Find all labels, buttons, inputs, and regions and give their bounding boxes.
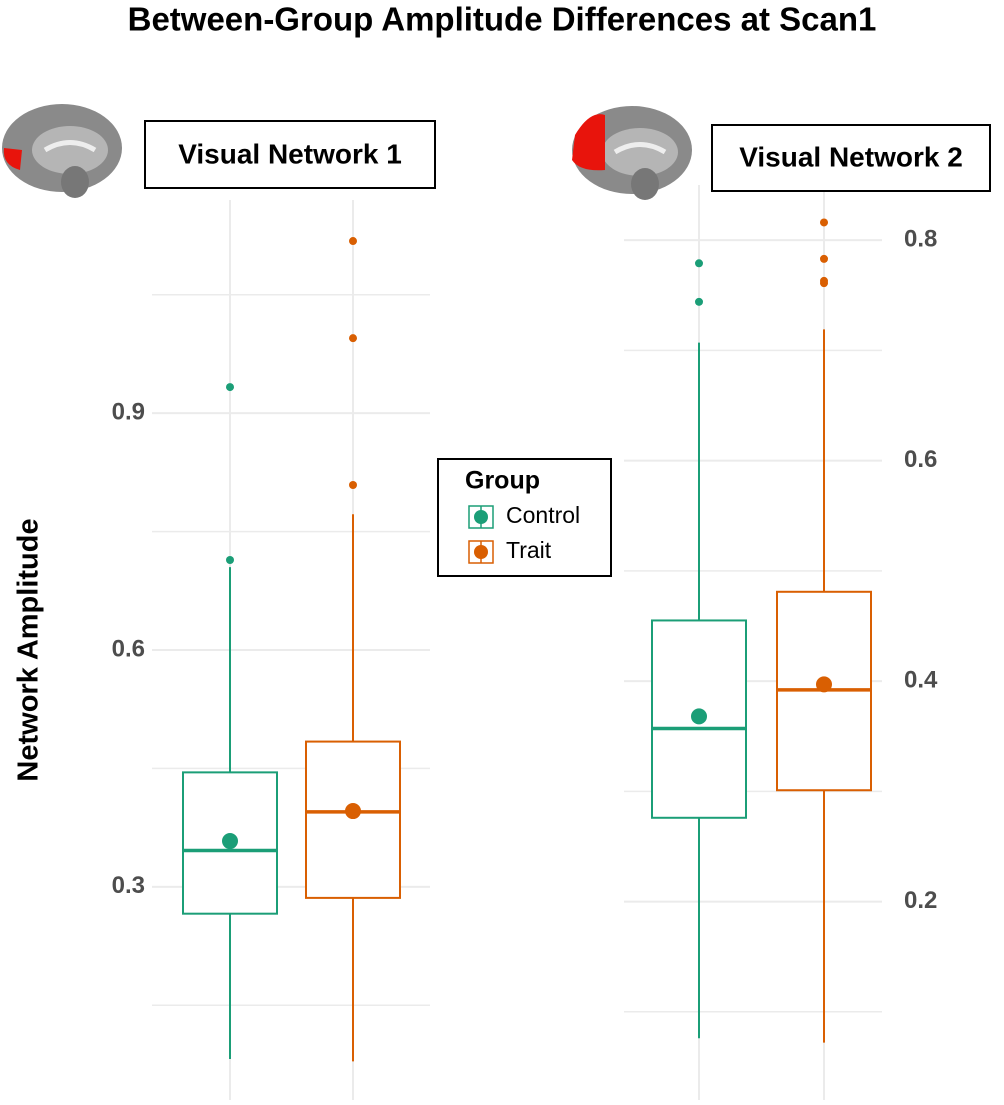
outlier bbox=[349, 237, 357, 246]
legend-title: Group bbox=[465, 467, 540, 495]
y-tick-label: 0.6 bbox=[904, 446, 937, 473]
panel-title: Visual Network 2 bbox=[739, 141, 963, 172]
panel-title: Visual Network 1 bbox=[178, 138, 402, 169]
mean-point bbox=[816, 676, 832, 693]
y-tick-label: 0.4 bbox=[904, 666, 938, 693]
mean-point bbox=[222, 833, 238, 850]
y-tick-label: 0.3 bbox=[112, 872, 145, 899]
panel-title-box bbox=[711, 124, 991, 192]
legend-label: Trait bbox=[506, 537, 552, 563]
box bbox=[305, 740, 401, 899]
legend-key-dot bbox=[474, 510, 488, 524]
legend-key-dot bbox=[474, 545, 488, 559]
outlier bbox=[820, 254, 828, 263]
outlier bbox=[820, 276, 828, 285]
outlier bbox=[349, 481, 357, 489]
grids bbox=[152, 185, 882, 1100]
y-tick-label: 0.6 bbox=[112, 635, 145, 662]
outlier bbox=[349, 334, 357, 343]
outlier bbox=[226, 556, 234, 564]
legend: Control Trait bbox=[468, 502, 580, 564]
y-tick-label: 0.9 bbox=[112, 399, 145, 426]
panel-title-box bbox=[144, 120, 436, 189]
brain-icon bbox=[2, 104, 122, 198]
legend-label: Control bbox=[506, 502, 580, 528]
legend-box bbox=[437, 458, 612, 577]
outlier bbox=[695, 259, 703, 268]
outlier bbox=[820, 218, 828, 227]
brain-icon bbox=[572, 106, 692, 200]
y-axis-label: Network Amplitude bbox=[13, 518, 45, 781]
figure-title: Between-Group Amplitude Differences at S… bbox=[128, 1, 877, 38]
outlier bbox=[695, 297, 703, 306]
y-tick-label: 0.8 bbox=[904, 225, 937, 252]
y-tick-label: 0.2 bbox=[904, 887, 937, 914]
mean-point bbox=[345, 803, 361, 820]
outlier bbox=[226, 383, 234, 392]
mean-point bbox=[691, 708, 707, 725]
